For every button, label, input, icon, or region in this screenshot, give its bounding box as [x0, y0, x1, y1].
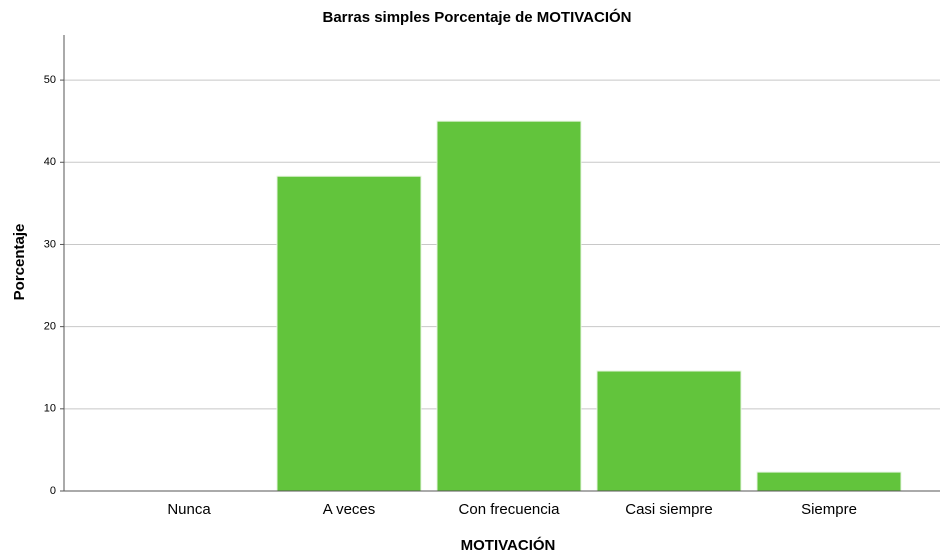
bar — [756, 471, 902, 492]
y-tick-label: 40 — [44, 156, 56, 168]
bar — [436, 120, 582, 492]
x-tick-label: A veces — [323, 501, 376, 518]
y-tick-label: 50 — [44, 74, 56, 86]
y-tick-label: 10 — [44, 403, 56, 415]
y-axis-label: Porcentaje — [11, 224, 28, 301]
x-tick-label: Con frecuencia — [459, 501, 561, 518]
x-tick-label: Nunca — [167, 501, 211, 518]
bar — [596, 370, 742, 492]
y-tick-label: 20 — [44, 321, 56, 333]
y-tick-label: 30 — [44, 238, 56, 250]
chart-title: Barras simples Porcentaje de MOTIVACIÓN — [323, 8, 632, 26]
bar — [276, 175, 422, 492]
x-tick-label: Siempre — [801, 501, 857, 518]
x-tick-label: Casi siempre — [625, 501, 713, 518]
x-axis-label: MOTIVACIÓN — [461, 536, 556, 554]
y-tick-label: 0 — [50, 485, 56, 497]
